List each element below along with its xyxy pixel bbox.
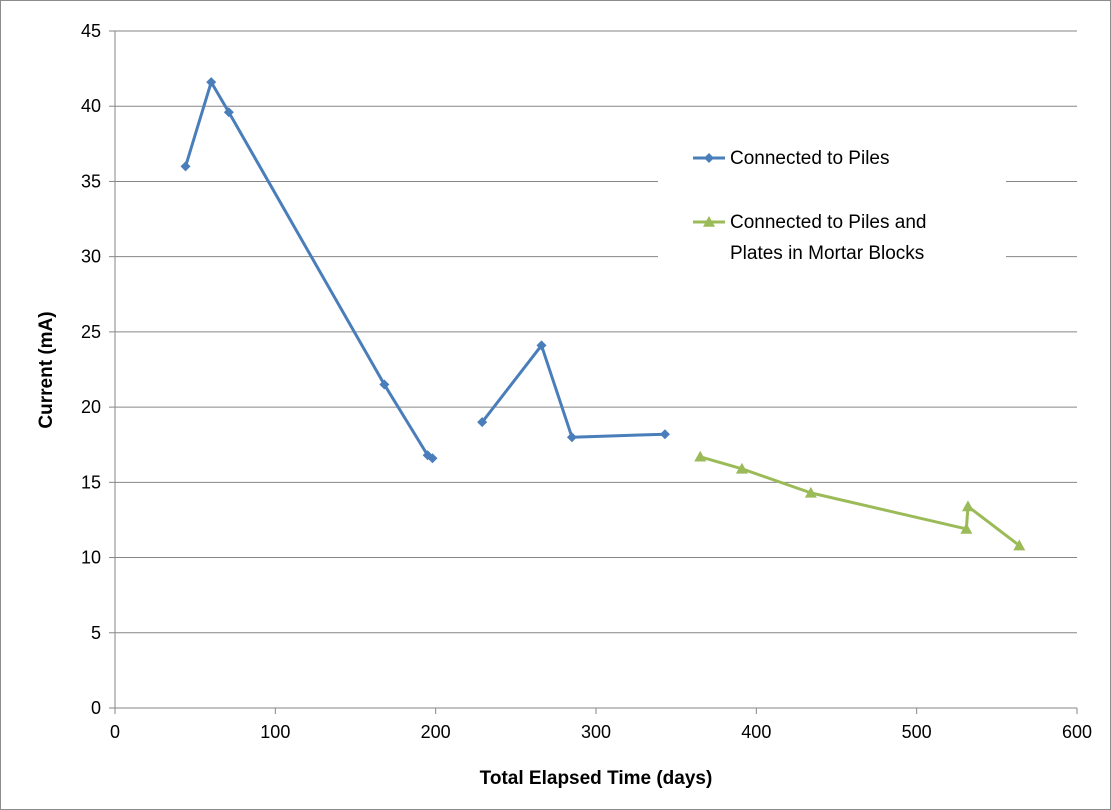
- series-2-point-1-3: [804, 486, 817, 498]
- x-tick-label-300: 300: [581, 722, 611, 742]
- x-tick-labels: 0 100 200 300 400 500 600: [110, 722, 1092, 742]
- y-tick-label-0: 0: [91, 698, 101, 718]
- legend: Connected to Piles Connected to Piles and…: [658, 138, 1006, 275]
- series-2-point-1-5: [961, 500, 974, 512]
- x-tick-label-200: 200: [421, 722, 451, 742]
- gridlines: [115, 30, 1077, 634]
- y-axis-title: Current (mA): [36, 311, 57, 428]
- y-tick-label-15: 15: [81, 472, 101, 492]
- series-2: [694, 450, 1026, 551]
- legend-marker-2: [703, 216, 715, 227]
- legend-label-2-line-1: Connected to Piles and: [730, 212, 926, 233]
- series-1-point-1-2: [206, 77, 217, 88]
- series-1-point-1-3: [223, 107, 234, 118]
- series-1-line-1: [184, 80, 434, 460]
- y-tick-labels: 0 5 10 15 20 25 30 35 40 45: [81, 21, 101, 718]
- series-1-point-2-2: [536, 340, 547, 351]
- legend-background: [658, 138, 1006, 275]
- series-1-point-1-4: [379, 379, 390, 390]
- x-tick-label-400: 400: [741, 722, 771, 742]
- legend-label-1-line-1: Connected to Piles: [730, 148, 890, 169]
- axes: [109, 30, 1078, 714]
- series-group: [180, 77, 1026, 551]
- y-tick-label-35: 35: [81, 171, 101, 191]
- x-axis-title: Total Elapsed Time (days): [480, 768, 713, 789]
- series-2-point-1-2: [735, 462, 748, 474]
- series-2-line-1: [699, 455, 1021, 547]
- series-2-point-1-1: [694, 450, 707, 462]
- y-tick-label-5: 5: [91, 623, 101, 643]
- legend-label-1: Connected to Piles: [730, 148, 890, 169]
- legend-marker-1: [704, 153, 714, 163]
- series-1-point-2-1: [477, 417, 488, 428]
- series-1-point-2-3: [566, 432, 577, 443]
- y-tick-label-10: 10: [81, 548, 101, 568]
- y-tick-label-40: 40: [81, 96, 101, 116]
- series-1-point-1-1: [180, 161, 191, 172]
- series-1-point-2-4: [659, 429, 670, 440]
- legend-label-2-line-2: Plates in Mortar Blocks: [730, 243, 924, 264]
- y-tick-label-30: 30: [81, 247, 101, 267]
- x-tick-label-0: 0: [110, 722, 120, 742]
- x-tick-label-600: 600: [1062, 722, 1092, 742]
- series-1: [180, 77, 670, 464]
- series-2-point-1-4: [960, 522, 973, 534]
- y-tick-label-20: 20: [81, 397, 101, 417]
- series-1-point-1-6: [427, 453, 438, 464]
- x-tick-label-500: 500: [902, 722, 932, 742]
- series-2-point-1-6: [1013, 539, 1026, 551]
- y-tick-label-45: 45: [81, 21, 101, 41]
- x-tick-label-100: 100: [260, 722, 290, 742]
- series-1-line-2: [480, 343, 665, 439]
- legend-label-2: Connected to Piles and Plates in Mortar B…: [730, 212, 926, 264]
- y-tick-label-25: 25: [81, 322, 101, 342]
